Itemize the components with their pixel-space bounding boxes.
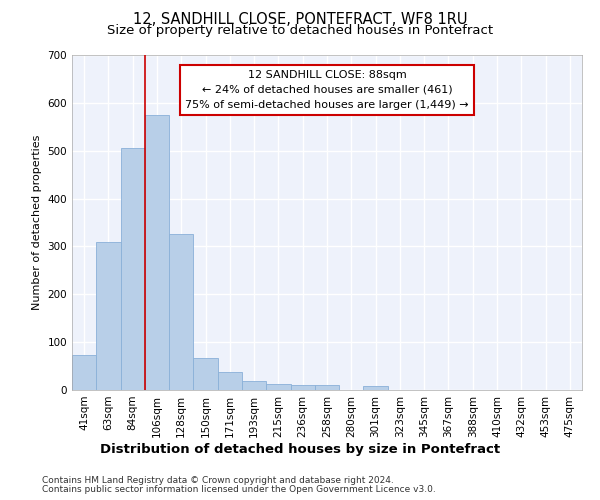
- Bar: [72, 355, 96, 390]
- Bar: [242, 382, 266, 390]
- Bar: [315, 384, 339, 390]
- Text: Contains public sector information licensed under the Open Government Licence v3: Contains public sector information licen…: [42, 485, 436, 494]
- Bar: [121, 148, 145, 390]
- Bar: [290, 384, 315, 390]
- Bar: [96, 242, 121, 390]
- Y-axis label: Number of detached properties: Number of detached properties: [32, 135, 42, 310]
- Bar: [145, 115, 169, 390]
- Text: Distribution of detached houses by size in Pontefract: Distribution of detached houses by size …: [100, 442, 500, 456]
- Text: 12, SANDHILL CLOSE, PONTEFRACT, WF8 1RU: 12, SANDHILL CLOSE, PONTEFRACT, WF8 1RU: [133, 12, 467, 28]
- Bar: [193, 358, 218, 390]
- Bar: [169, 234, 193, 390]
- Bar: [218, 372, 242, 390]
- Text: 12 SANDHILL CLOSE: 88sqm
← 24% of detached houses are smaller (461)
75% of semi-: 12 SANDHILL CLOSE: 88sqm ← 24% of detach…: [185, 70, 469, 110]
- Bar: [364, 386, 388, 390]
- Text: Size of property relative to detached houses in Pontefract: Size of property relative to detached ho…: [107, 24, 493, 37]
- Text: Contains HM Land Registry data © Crown copyright and database right 2024.: Contains HM Land Registry data © Crown c…: [42, 476, 394, 485]
- Bar: [266, 384, 290, 390]
